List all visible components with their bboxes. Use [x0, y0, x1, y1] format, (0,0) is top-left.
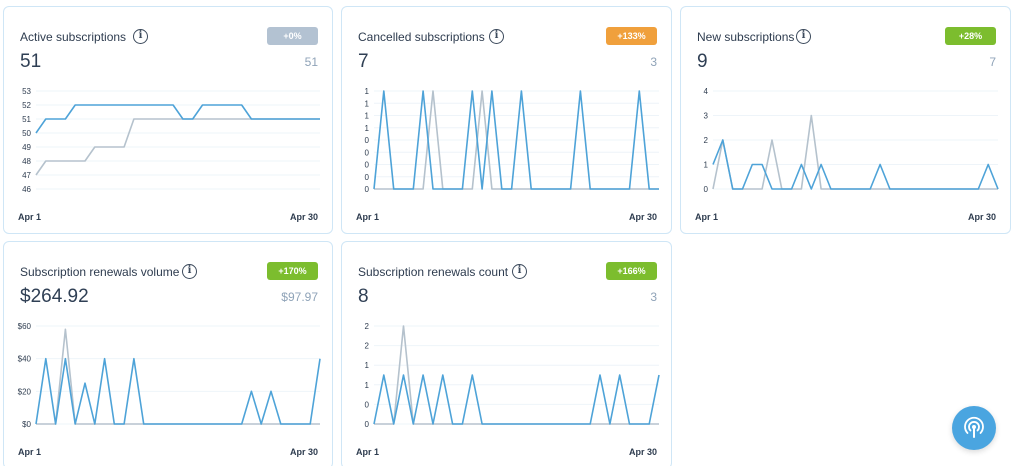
info-icon[interactable]: i: [512, 264, 527, 279]
y-tick-label: 3: [704, 112, 709, 121]
metric-value: 51: [20, 51, 42, 72]
y-tick-label: 0: [365, 148, 370, 157]
y-tick-label: 1: [365, 99, 370, 108]
y-tick-label: 1: [365, 124, 370, 133]
metric-value: 9: [697, 51, 708, 72]
card-title: New subscriptions: [697, 30, 795, 44]
line-chart: 1 1 1 1 0 0 0 0 0: [365, 87, 659, 194]
line-chart: $60 $40 $20 $0: [18, 322, 321, 429]
y-tick-label: 2: [365, 322, 370, 331]
x-axis-end-label: Apr 30: [289, 447, 318, 457]
y-tick-label: 50: [22, 129, 31, 138]
y-tick-label: 1: [365, 381, 370, 390]
change-badge: +133%: [606, 27, 657, 45]
current-period-line: [712, 139, 999, 190]
y-tick-label: 0: [365, 136, 370, 145]
y-tick-label: 1: [365, 112, 370, 121]
y-tick-label: $60: [18, 322, 32, 331]
x-axis-start-label: Apr 1: [356, 447, 380, 457]
y-tick-label: 1: [704, 161, 709, 170]
x-axis-end-label: Apr 30: [289, 212, 318, 222]
y-tick-label: 2: [704, 136, 709, 145]
metric-value: 8: [358, 286, 369, 307]
y-tick-label: 47: [22, 171, 31, 180]
subscription-renewals-count-card[interactable]: Subscription renewals count i +166% 8 3 …: [341, 241, 672, 466]
y-tick-label: 1: [365, 87, 370, 96]
active-subscriptions-card[interactable]: Active subscriptions i +0% 51 51 53 52 51 5…: [3, 6, 333, 234]
line-chart: 4 3 2 1 0: [704, 87, 999, 194]
line-chart: 2 2 1 1 0 0: [365, 322, 660, 429]
y-tick-label: 46: [22, 185, 31, 194]
current-period-line: [35, 104, 320, 134]
current-period-line: [373, 374, 660, 425]
change-badge: +170%: [267, 262, 318, 280]
broadcast-fab-button[interactable]: [952, 406, 996, 450]
y-tick-label: 52: [22, 101, 31, 110]
previous-period-value: 3: [650, 55, 657, 69]
x-axis-end-label: Apr 30: [628, 447, 657, 457]
info-icon[interactable]: i: [133, 29, 148, 44]
y-tick-label: 4: [704, 87, 709, 96]
y-tick-label: 49: [22, 143, 31, 152]
info-icon[interactable]: i: [796, 29, 811, 44]
y-tick-label: 0: [704, 185, 709, 194]
current-period-line: [35, 357, 321, 425]
previous-period-line: [712, 114, 998, 190]
y-tick-label: $20: [18, 387, 32, 396]
metric-value: $264.92: [20, 286, 89, 307]
broadcast-icon: [964, 416, 984, 438]
previous-period-value: 7: [989, 55, 996, 69]
new-subscriptions-card[interactable]: New subscriptions i +28% 9 7 4 3 2 1 0 Apr 1…: [680, 6, 1011, 234]
x-axis-end-label: Apr 30: [967, 212, 996, 222]
change-badge: +28%: [945, 27, 996, 45]
previous-period-value: 51: [304, 55, 318, 69]
info-icon[interactable]: i: [489, 29, 504, 44]
change-badge: +166%: [606, 262, 657, 280]
previous-period-value: 3: [650, 290, 657, 304]
y-tick-label: 2: [365, 342, 370, 351]
card-title: Subscription renewals volume: [20, 265, 180, 279]
y-tick-label: 0: [365, 173, 370, 182]
subscription-renewals-volume-card[interactable]: Subscription renewals volume i +170% $26…: [3, 241, 333, 466]
card-title: Active subscriptions: [20, 30, 127, 44]
y-tick-label: 48: [22, 157, 31, 166]
x-axis-start-label: Apr 1: [356, 212, 380, 222]
current-period-line: [373, 90, 659, 190]
y-tick-label: 0: [365, 185, 370, 194]
x-axis-start-label: Apr 1: [695, 212, 719, 222]
line-chart: 53 52 51 50 49 48 47 46: [22, 87, 320, 194]
y-tick-label: 53: [22, 87, 31, 96]
metric-value: 7: [358, 51, 369, 72]
y-tick-label: 0: [365, 420, 370, 429]
y-tick-label: $0: [22, 420, 31, 429]
y-tick-label: $40: [18, 355, 32, 364]
y-tick-label: 51: [22, 115, 31, 124]
info-icon[interactable]: i: [182, 264, 197, 279]
x-axis-start-label: Apr 1: [18, 447, 42, 457]
card-title: Cancelled subscriptions: [358, 30, 485, 44]
y-tick-label: 1: [365, 361, 370, 370]
x-axis-start-label: Apr 1: [18, 212, 42, 222]
x-axis-end-label: Apr 30: [628, 212, 657, 222]
card-title: Subscription renewals count: [358, 265, 509, 279]
y-tick-label: 0: [365, 161, 370, 170]
previous-period-value: $97.97: [281, 290, 318, 304]
y-tick-label: 0: [365, 400, 370, 409]
change-badge: +0%: [267, 27, 318, 45]
